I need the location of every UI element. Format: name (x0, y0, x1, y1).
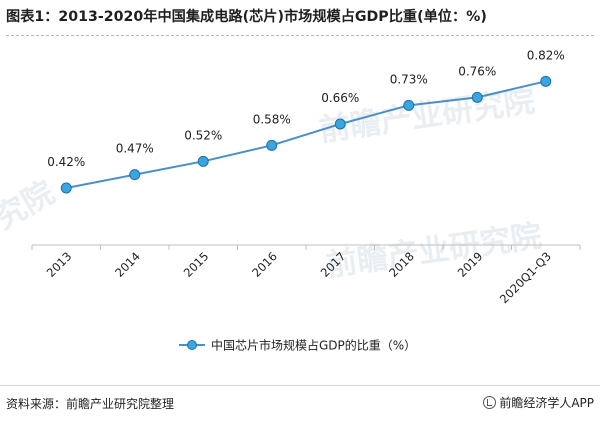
legend-marker (187, 340, 197, 350)
source-note: 资料来源：前瞻产业研究院整理 (6, 397, 175, 411)
data-point (334, 118, 346, 130)
line-chart: 2013 2014 2015 2016 2017 2018 2019 2020Q1-Q3 0.4… (31, 48, 581, 353)
brand-name: 前瞻经济学人APP (499, 396, 594, 410)
data-point (471, 91, 483, 103)
x-tick-label: 2014 (112, 249, 143, 280)
data-point (129, 169, 141, 181)
data-point (197, 155, 209, 167)
x-tick-label: 2015 (181, 249, 212, 280)
title-divider (6, 35, 594, 36)
x-tick-label: 2018 (386, 249, 417, 280)
data-point (266, 139, 278, 151)
data-label: 0.82% (527, 48, 565, 62)
data-label: 0.42% (47, 155, 85, 169)
data-point (403, 99, 415, 111)
data-label: 0.58% (253, 112, 291, 126)
footer-divider (0, 385, 600, 386)
data-label: 0.76% (458, 64, 496, 78)
chart-title: 图表1：2013-2020年中国集成电路(芯片)市场规模占GDP比重(单位：%) (6, 9, 487, 25)
brand-attribution: 前瞻经济学人APP (483, 394, 594, 411)
x-tick-label: 2013 (44, 249, 75, 280)
data-label: 0.47% (116, 142, 154, 156)
x-tick-label: 2019 (455, 249, 486, 280)
data-point (540, 75, 552, 87)
brand-logo-icon (483, 396, 497, 409)
series-line (66, 80, 546, 189)
data-point (60, 182, 72, 194)
data-label: 0.73% (390, 72, 428, 86)
x-tick-label: 2017 (318, 249, 349, 280)
data-label: 0.66% (321, 91, 359, 105)
data-label: 0.52% (184, 128, 222, 142)
legend-label: 中国芯片市场规模占GDP的比重（%） (211, 338, 416, 353)
x-tick-label: 2020Q1-Q3 (497, 249, 554, 306)
x-tick-label: 2016 (249, 249, 280, 280)
